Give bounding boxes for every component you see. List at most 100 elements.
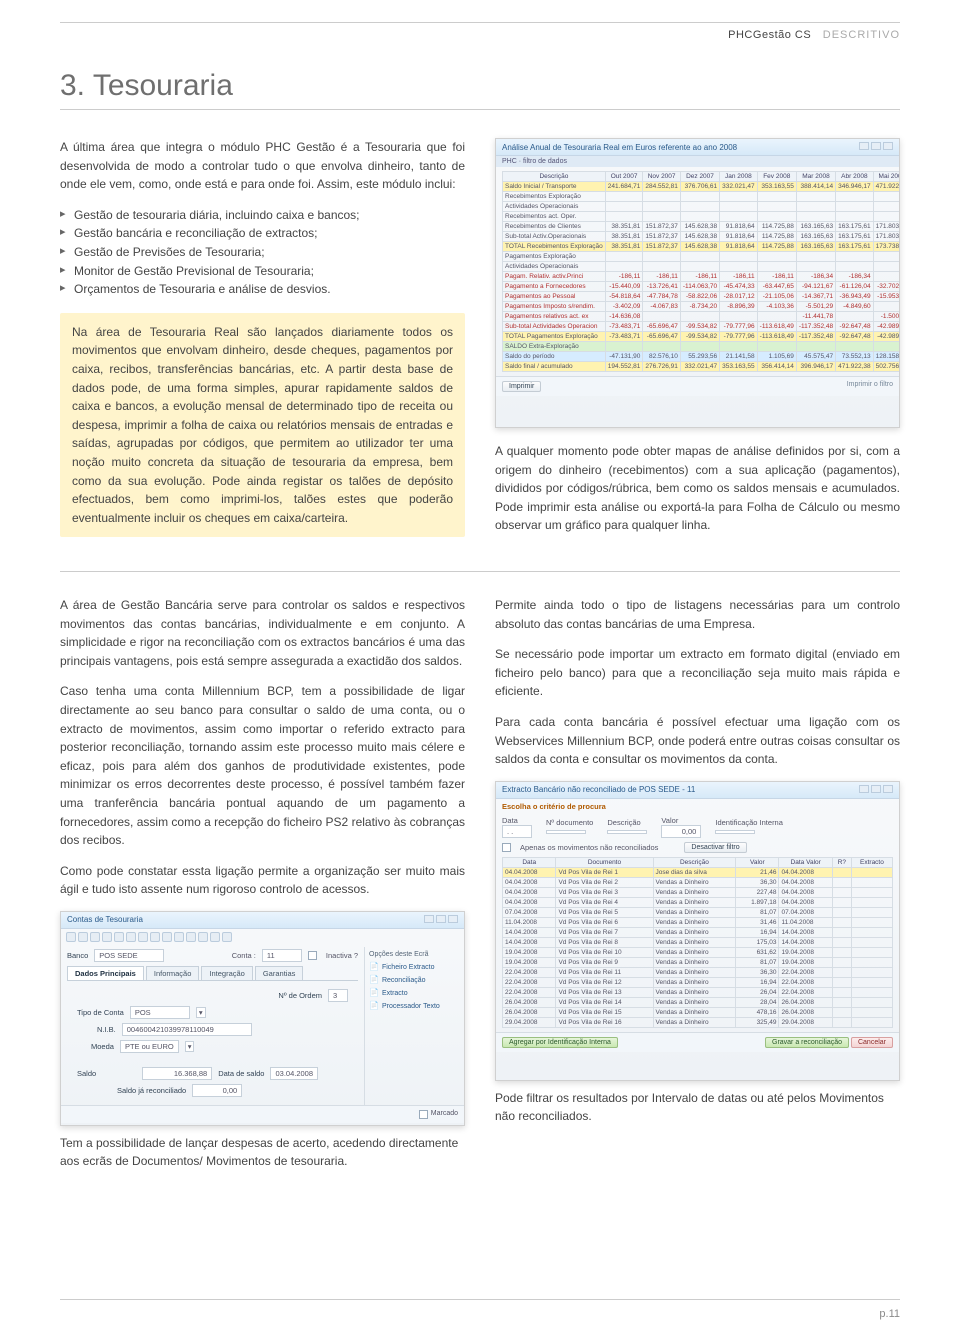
f-idint-input[interactable] (715, 830, 755, 834)
f-doc: Nº documento (546, 818, 593, 827)
f-desc-input[interactable] (607, 830, 647, 834)
section-title: 3. Tesouraria (60, 69, 900, 103)
inactiva-checkbox[interactable] (308, 951, 317, 960)
b2l-p3: Como pode constatar essta ligação permit… (60, 862, 465, 899)
marcado-checkbox[interactable] (419, 1110, 428, 1119)
moeda-value[interactable]: PTE ou EURO (120, 1040, 179, 1053)
tipo-label: Tipo de Conta (77, 1008, 124, 1017)
shot1-print-button[interactable]: Imprimir (502, 381, 541, 392)
toolbar-icon[interactable] (138, 932, 148, 942)
shot3-toolbar[interactable] (61, 929, 464, 947)
tab[interactable]: Dados Principais (67, 966, 144, 980)
shot2-criteria-label: Escolha o critério de procura (496, 799, 899, 814)
nib-value[interactable]: 004600421039978110049 (122, 1023, 252, 1036)
side-link[interactable]: Processador Texto (369, 999, 460, 1012)
b2r-p3: Para cada conta bancária é possível efec… (495, 713, 900, 769)
toolbar-icon[interactable] (210, 932, 220, 942)
brand-rest: Gestão CS (753, 29, 811, 41)
conta-value[interactable]: 11 (262, 949, 302, 962)
tab[interactable]: Garantias (255, 966, 304, 980)
shot1-footer: Imprimir Imprimir o filtro (496, 376, 899, 396)
block1-left: A última área que integra o módulo PHC G… (60, 138, 465, 547)
f-doc-input[interactable] (546, 830, 586, 834)
page-header: PHCGestão CS DESCRITIVO (60, 29, 900, 45)
feature-item: Orçamentos de Tesouraria e análise de de… (60, 280, 465, 299)
side-title: Opções deste Ecrã (369, 951, 460, 958)
shot2-title: Extracto Bancário não reconciliado de PO… (502, 785, 695, 794)
toolbar-icon[interactable] (186, 932, 196, 942)
highlight-box: Na área de Tesouraria Real são lançados … (60, 313, 465, 538)
feature-item: Gestão de tesouraria diária, incluindo c… (60, 206, 465, 225)
saldorec-label: Saldo já reconciliado (117, 1086, 186, 1095)
toolbar-icon[interactable] (66, 932, 76, 942)
f-data: Data (502, 816, 532, 825)
tab[interactable]: Informação (146, 966, 200, 980)
shot3-tabs[interactable]: Dados PrincipaisInformaçãoIntegraçãoGara… (67, 966, 358, 981)
btn-gravar[interactable]: Gravar a reconciliação (765, 1037, 849, 1048)
f-valor-input[interactable]: 0,00 (661, 825, 701, 838)
saldorec-value[interactable]: 0,00 (192, 1084, 242, 1097)
toolbar-icon[interactable] (126, 932, 136, 942)
chk-label: Apenas os movimentos não reconciliados (520, 843, 658, 852)
b2l-caption: Tem a possibilidade de lançar despesas d… (60, 1134, 465, 1171)
separator-1 (60, 571, 900, 572)
tipo-value[interactable]: POS (130, 1006, 190, 1019)
saldo-value[interactable]: 16.368,88 (142, 1067, 212, 1080)
shot1-subtitle: PHC · filtro de dados (496, 156, 899, 167)
saldo-label: Saldo (77, 1069, 96, 1078)
toolbar-icon[interactable] (222, 932, 232, 942)
intro-text: A última área que integra o módulo PHC G… (60, 138, 465, 194)
f-desc: Descrição (607, 818, 647, 827)
toolbar-icon[interactable] (174, 932, 184, 942)
b2l-p1: A área de Gestão Bancária serve para con… (60, 596, 465, 670)
feature-item: Monitor de Gestão Previsional de Tesoura… (60, 262, 465, 281)
toolbar-icon[interactable] (114, 932, 124, 942)
f-valor: Valor (661, 816, 701, 825)
datasaldo-label: Data de saldo (218, 1069, 264, 1078)
feature-list: Gestão de tesouraria diária, incluindo c… (60, 206, 465, 299)
toolbar-icon[interactable] (150, 932, 160, 942)
toolbar-icon[interactable] (198, 932, 208, 942)
f-data-input[interactable]: . . (502, 825, 532, 838)
nib-label: N.I.B. (97, 1025, 116, 1034)
side-link[interactable]: Ficheiro Extracto (369, 960, 460, 973)
page-number: p.11 (879, 1308, 900, 1320)
btn-cancelar[interactable]: Cancelar (851, 1037, 893, 1048)
shot1-footer-text: Imprimir o filtro (847, 381, 893, 392)
shot2-titlebar: Extracto Bancário não reconciliado de PO… (496, 782, 899, 799)
screenshot-contas-tesouraria: Contas de Tesouraria Banco POS SEDE Cont… (60, 911, 465, 1126)
header-descr: DESCRITIVO (823, 29, 900, 41)
block1-right: Análise Anual de Tesouraria Real em Euro… (495, 138, 900, 547)
f-idint: Identificação Interna (715, 818, 783, 827)
ordem-label: Nº de Ordem (278, 991, 322, 1000)
side-link[interactable]: Extracto (369, 986, 460, 999)
bank-label: Banco (67, 951, 88, 960)
ordem-value[interactable]: 3 (328, 989, 348, 1002)
window-buttons[interactable] (422, 915, 458, 925)
window-buttons[interactable] (857, 785, 893, 795)
datasaldo-value[interactable]: 03.04.2008 (270, 1067, 318, 1080)
shot1-table: DescriçãoOut 2007Nov 2007Dez 2007Jan 200… (502, 171, 900, 372)
b2r-p2: Se necessário pode importar um extracto … (495, 645, 900, 701)
shot3-titlebar: Contas de Tesouraria (61, 912, 464, 929)
block1-right-para: A qualquer momento pode obter mapas de a… (495, 442, 900, 535)
inactiva-label: Inactiva ? (326, 951, 358, 960)
top-rule (60, 22, 900, 23)
btn-agregar[interactable]: Agregar por Identificação Interna (502, 1037, 618, 1048)
toolbar-icon[interactable] (90, 932, 100, 942)
title-rule (60, 109, 900, 110)
toolbar-icon[interactable] (78, 932, 88, 942)
conta-label: Conta : (232, 951, 256, 960)
tab[interactable]: Integração (201, 966, 252, 980)
side-link[interactable]: Reconciliação (369, 973, 460, 986)
toolbar-icon[interactable] (162, 932, 172, 942)
window-buttons[interactable] (857, 142, 893, 152)
moeda-dropdown-icon[interactable]: ▾ (185, 1041, 195, 1052)
marcado-label: Marcado (431, 1110, 458, 1119)
chk-nao-reconciliados[interactable] (502, 843, 511, 852)
toolbar-icon[interactable] (102, 932, 112, 942)
btn-desactivar-filtro[interactable]: Desactivar filtro (684, 842, 746, 853)
bank-value[interactable]: POS SEDE (94, 949, 164, 962)
tipo-dropdown-icon[interactable]: ▾ (196, 1007, 206, 1018)
b2l-p2: Caso tenha uma conta Millennium BCP, tem… (60, 682, 465, 849)
